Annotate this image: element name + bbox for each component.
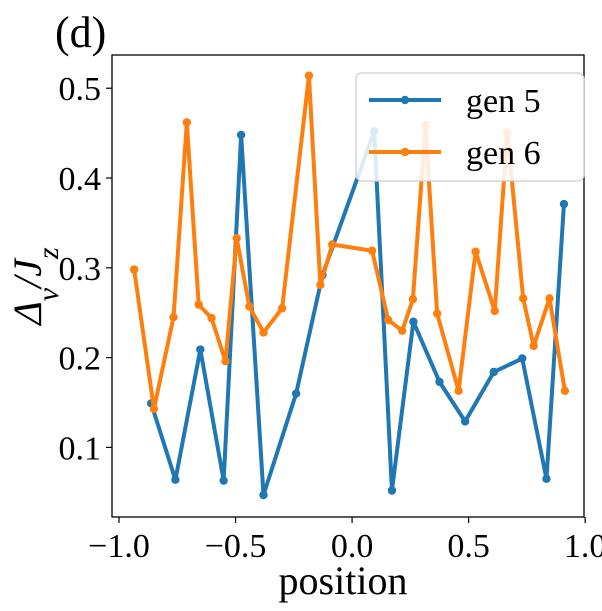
legend-marker-gen-6 (400, 147, 410, 157)
data-point-gen-6 (454, 386, 463, 396)
series-gen-6 (129, 71, 570, 413)
data-point-gen-5 (236, 130, 246, 140)
y-tick-label: 0.3 (59, 251, 102, 288)
data-point-gen-5 (259, 490, 268, 500)
y-tick-label: 0.5 (59, 71, 102, 108)
data-point-gen-6 (490, 306, 499, 316)
series-layer (129, 71, 570, 500)
data-point-gen-5 (387, 486, 397, 495)
data-point-gen-6 (259, 328, 268, 337)
data-point-gen-5 (219, 476, 228, 485)
data-point-gen-6 (245, 302, 254, 311)
data-point-gen-6 (194, 300, 203, 309)
legend-marker-gen-5 (400, 95, 410, 105)
legend: gen 5 gen 6 (355, 72, 585, 182)
data-point-gen-5 (196, 345, 205, 354)
data-point-gen-6 (560, 386, 570, 396)
data-point-gen-5 (489, 367, 498, 377)
data-point-gen-5 (435, 377, 444, 387)
x-tick-label: −1.0 (88, 528, 150, 565)
data-point-gen-6 (384, 315, 393, 325)
x-axis: −1.0 −0.5 0.0 0.5 1.0 (88, 517, 602, 565)
data-point-gen-5 (518, 354, 527, 363)
data-point-gen-6 (316, 280, 325, 290)
data-point-gen-5 (460, 417, 470, 426)
data-point-gen-6 (207, 313, 216, 323)
data-point-gen-6 (367, 246, 377, 255)
x-tick-label: −0.5 (205, 528, 267, 565)
x-tick-label: 1.0 (564, 528, 602, 565)
x-tick-label: 0.0 (331, 528, 374, 565)
data-point-gen-6 (129, 265, 139, 274)
y-tick-label: 0.1 (59, 430, 102, 467)
data-point-gen-6 (221, 357, 230, 366)
data-point-gen-6 (328, 240, 337, 249)
data-point-gen-5 (171, 475, 180, 484)
y-axis-title: Δv/Jz (5, 247, 65, 327)
data-point-gen-6 (518, 294, 528, 303)
data-point-gen-5 (291, 389, 301, 398)
data-point-gen-5 (409, 317, 418, 326)
series-line-gen-6 (132, 73, 567, 411)
legend-label-gen-5: gen 5 (466, 83, 541, 120)
data-point-gen-6 (397, 326, 407, 335)
data-point-gen-5 (542, 474, 551, 484)
x-tick-label: 0.5 (447, 528, 490, 565)
y-tick-label: 0.2 (59, 341, 102, 378)
panel-label: (d) (55, 8, 106, 57)
data-point-gen-6 (169, 313, 178, 322)
data-point-gen-6 (471, 247, 480, 256)
data-point-gen-5 (559, 199, 569, 209)
data-point-gen-6 (545, 294, 554, 303)
y-axis-title-text: Δv/Jz (5, 247, 65, 327)
data-point-gen-6 (277, 304, 287, 313)
data-point-gen-6 (182, 118, 192, 127)
data-point-gen-6 (149, 404, 159, 413)
data-point-gen-6 (432, 309, 442, 318)
y-tick-label: 0.4 (59, 161, 102, 198)
data-point-gen-6 (232, 233, 241, 243)
data-point-gen-6 (408, 295, 418, 304)
x-axis-title: position (279, 558, 408, 603)
data-point-gen-6 (304, 71, 314, 80)
legend-label-gen-6: gen 6 (466, 135, 541, 172)
data-point-gen-6 (529, 341, 538, 351)
y-axis: 0.1 0.2 0.3 0.4 0.5 (59, 71, 112, 467)
